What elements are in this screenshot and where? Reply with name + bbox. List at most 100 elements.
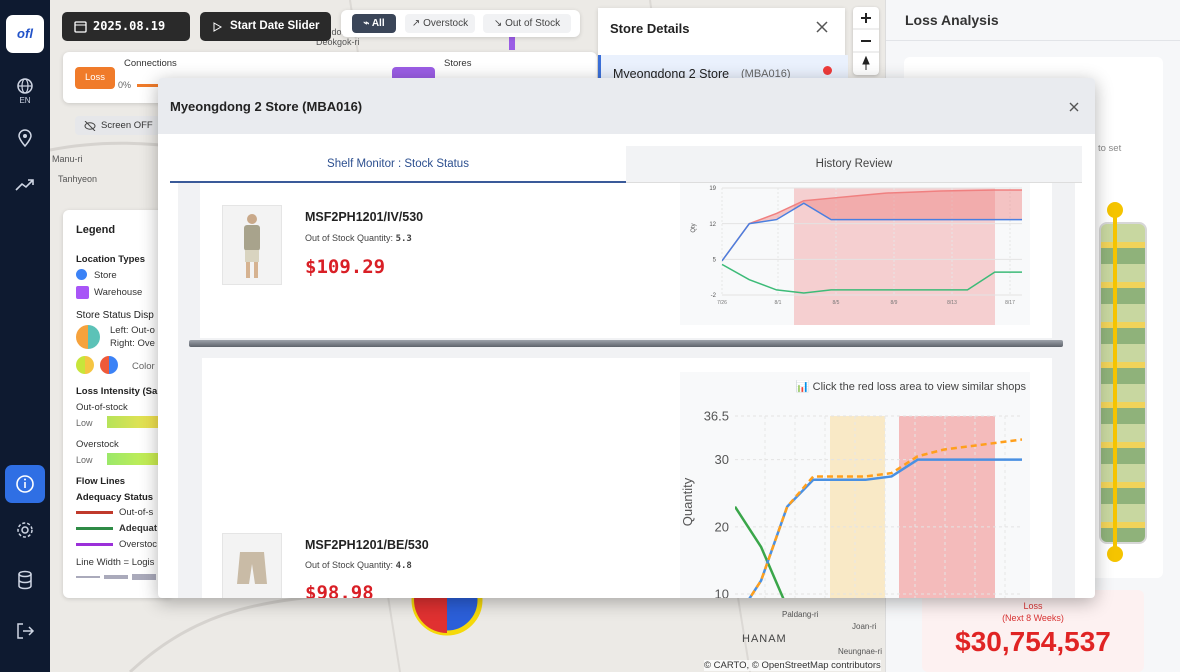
oos-label: Out of Stock Quantity: 4.8 bbox=[305, 560, 412, 571]
highlight-band bbox=[830, 416, 885, 598]
store-name: Myeongdong 2 Store bbox=[613, 67, 730, 81]
location-icon[interactable] bbox=[15, 128, 35, 148]
legend-item: Overstoc bbox=[119, 539, 158, 550]
loss-tag[interactable]: Loss bbox=[75, 67, 115, 89]
warehouse-swatch bbox=[76, 286, 89, 299]
modal: Myeongdong 2 Store (MBA016) Shelf Monito… bbox=[158, 78, 1095, 598]
chart-hint: 📊 Click the red loss area to view simila… bbox=[796, 380, 1027, 393]
status-icon bbox=[76, 356, 94, 374]
sku: MSF2PH1201/IV/530 bbox=[305, 210, 424, 224]
tab[interactable]: History Review bbox=[626, 146, 1082, 183]
globe-icon[interactable] bbox=[15, 76, 35, 96]
stock-chart[interactable]: Qty 19 12 5 -27/26 8/1 8/5 8/9 8/13 8/17 bbox=[680, 183, 1030, 325]
modal-close[interactable] bbox=[1069, 102, 1079, 112]
store-row[interactable]: Myeongdong 2 Store (MBA016) bbox=[598, 55, 848, 81]
screen-toggle[interactable]: Screen OFF bbox=[75, 116, 160, 135]
flow-swatch bbox=[76, 543, 113, 546]
slider-handle[interactable] bbox=[1107, 546, 1123, 562]
date: 2025.08.19 bbox=[93, 19, 166, 33]
database-icon[interactable] bbox=[15, 570, 35, 590]
map-label: Deokgok-ri bbox=[316, 37, 360, 47]
filter-label: Overstock bbox=[423, 18, 469, 29]
y-tick-label: 5 bbox=[713, 257, 717, 263]
filter-all[interactable]: ⌁ All bbox=[352, 14, 396, 33]
legend-item: Out-of-s bbox=[119, 507, 154, 518]
zoom-icons[interactable] bbox=[853, 7, 879, 75]
loss-card: Loss (Next 8 Weeks) $30,754,537 bbox=[922, 590, 1144, 672]
y-tick-label: 12 bbox=[709, 222, 716, 228]
filter-out-of-stock[interactable]: ↘ Out of Stock bbox=[483, 14, 571, 33]
legend-item: Right: Ove bbox=[110, 338, 155, 349]
x-tick-label: 8/17 bbox=[1005, 300, 1015, 306]
attribution: © CARTO, © OpenStreetMap contributors bbox=[704, 660, 881, 671]
x-tick-label: 8/5 bbox=[833, 300, 840, 306]
legend-item: Low bbox=[76, 455, 93, 465]
store-details-panel: Store Details Myeongdong 2 Store (MBA016… bbox=[598, 8, 848, 81]
slider-handle[interactable] bbox=[1107, 202, 1123, 218]
stores-title: Stores bbox=[444, 58, 472, 69]
logo[interactable]: ofl bbox=[6, 15, 44, 53]
connections-track[interactable] bbox=[137, 84, 177, 87]
photo-strip bbox=[1099, 222, 1147, 544]
intensity-bar bbox=[107, 416, 167, 428]
modal-header: Myeongdong 2 Store (MBA016) bbox=[158, 78, 1095, 134]
map-label: HANAM bbox=[742, 633, 787, 645]
loss-label: Loss bbox=[1023, 601, 1043, 611]
x-tick-label: 8/9 bbox=[891, 300, 898, 306]
intensity-bar bbox=[107, 453, 167, 465]
flow-swatch bbox=[76, 527, 113, 530]
modal-title: Myeongdong 2 Store (MBA016) bbox=[170, 99, 363, 114]
slider-track[interactable] bbox=[1113, 207, 1117, 555]
play-icon bbox=[213, 22, 222, 32]
legend-heading: Adequacy Status bbox=[76, 492, 154, 503]
legend-item: Out-of-stock bbox=[76, 402, 128, 413]
stock-chart[interactable]: 📊 Click the red loss area to view simila… bbox=[680, 372, 1030, 598]
width-swatch bbox=[104, 575, 128, 579]
y-tick-label: -2 bbox=[711, 293, 717, 299]
eye-off-icon bbox=[84, 121, 96, 131]
y-tick-label: 10 bbox=[715, 587, 729, 598]
legend-heading: Location Types bbox=[76, 254, 145, 265]
logout-icon[interactable] bbox=[15, 621, 35, 641]
filter-label: Out of Stock bbox=[505, 18, 561, 29]
legend-heading: Store Status Disp bbox=[76, 310, 154, 321]
width-swatch bbox=[76, 576, 100, 578]
sku: MSF2PH1201/BE/530 bbox=[305, 538, 429, 552]
oos-text: Out of Stock Quantity: bbox=[305, 233, 394, 243]
settings-icon[interactable] bbox=[15, 520, 35, 540]
loss-period: (Next 8 Weeks) bbox=[1002, 613, 1064, 623]
tab-active[interactable]: Shelf Monitor : Stock Status bbox=[170, 146, 626, 183]
legend-item: Line Width = Logis bbox=[76, 557, 155, 568]
map-label: Ungdong-ri bbox=[315, 27, 360, 37]
filter-label: All bbox=[371, 18, 385, 29]
slider-button[interactable]: Start Date Slider bbox=[200, 12, 331, 41]
map-label: Neungnae-ri bbox=[838, 647, 883, 656]
date-picker[interactable]: 2025.08.19 bbox=[62, 12, 190, 41]
product-image bbox=[222, 205, 282, 285]
trend-icon[interactable] bbox=[14, 175, 36, 195]
map-label: Joan-ri bbox=[852, 622, 877, 631]
connections-title: Connections bbox=[124, 58, 177, 69]
legend-item: Low bbox=[76, 418, 93, 428]
screen-label: Screen OFF bbox=[101, 120, 153, 131]
status-icon bbox=[100, 356, 118, 374]
close-icon[interactable] bbox=[816, 21, 828, 33]
map-label: Tanhyeon bbox=[58, 174, 98, 184]
width-swatch bbox=[132, 574, 156, 580]
info-button[interactable] bbox=[5, 465, 45, 503]
legend-panel: Legend Location Types Store Warehouse St… bbox=[63, 210, 173, 598]
legend-item: Warehouse bbox=[94, 287, 143, 298]
zoom-controls bbox=[853, 7, 879, 75]
legend-item: Color bbox=[132, 361, 155, 372]
filter-overstock[interactable]: ↗ Overstock bbox=[405, 14, 475, 33]
loss-amount: $30,754,537 bbox=[955, 626, 1111, 657]
legend-item: Overstock bbox=[76, 439, 119, 450]
legend-item: Adequat bbox=[119, 523, 157, 534]
legend-title: Legend bbox=[76, 224, 116, 236]
oos-text: Out of Stock Quantity: bbox=[305, 560, 394, 570]
language[interactable]: EN bbox=[19, 96, 31, 105]
oos-value: 4.8 bbox=[395, 561, 412, 571]
highlight-band bbox=[899, 416, 995, 598]
price: $109.29 bbox=[305, 256, 386, 278]
y-tick-label: 19 bbox=[709, 186, 716, 192]
